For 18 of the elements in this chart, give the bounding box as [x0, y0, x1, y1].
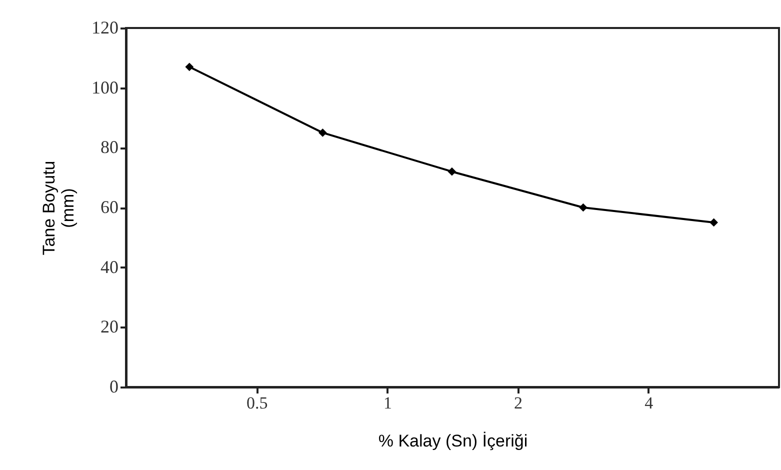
point — [448, 167, 456, 176]
x-axis-title: % Kalay (Sn) İçeriği — [378, 432, 528, 450]
x-tick-label: 2 — [514, 394, 523, 412]
y-tick-label: 60 — [100, 197, 118, 217]
y-tick-label: 40 — [100, 256, 118, 277]
y-tick-label: 20 — [100, 316, 118, 337]
point — [579, 203, 588, 212]
y-tick-label: 80 — [100, 137, 118, 158]
point — [710, 218, 718, 227]
x-tick-label: 4 — [644, 394, 654, 412]
y-tick-label: 0 — [110, 376, 118, 396]
x-tick-label: 1 — [383, 394, 392, 412]
point — [185, 62, 194, 72]
y-tick-label: 120 — [92, 18, 118, 38]
y-tick-label: 100 — [92, 77, 118, 98]
y-axis-title: Tane Boyutu (mm) — [40, 160, 78, 256]
x-tick-label: 0.5 — [246, 394, 268, 412]
point — [318, 128, 327, 137]
